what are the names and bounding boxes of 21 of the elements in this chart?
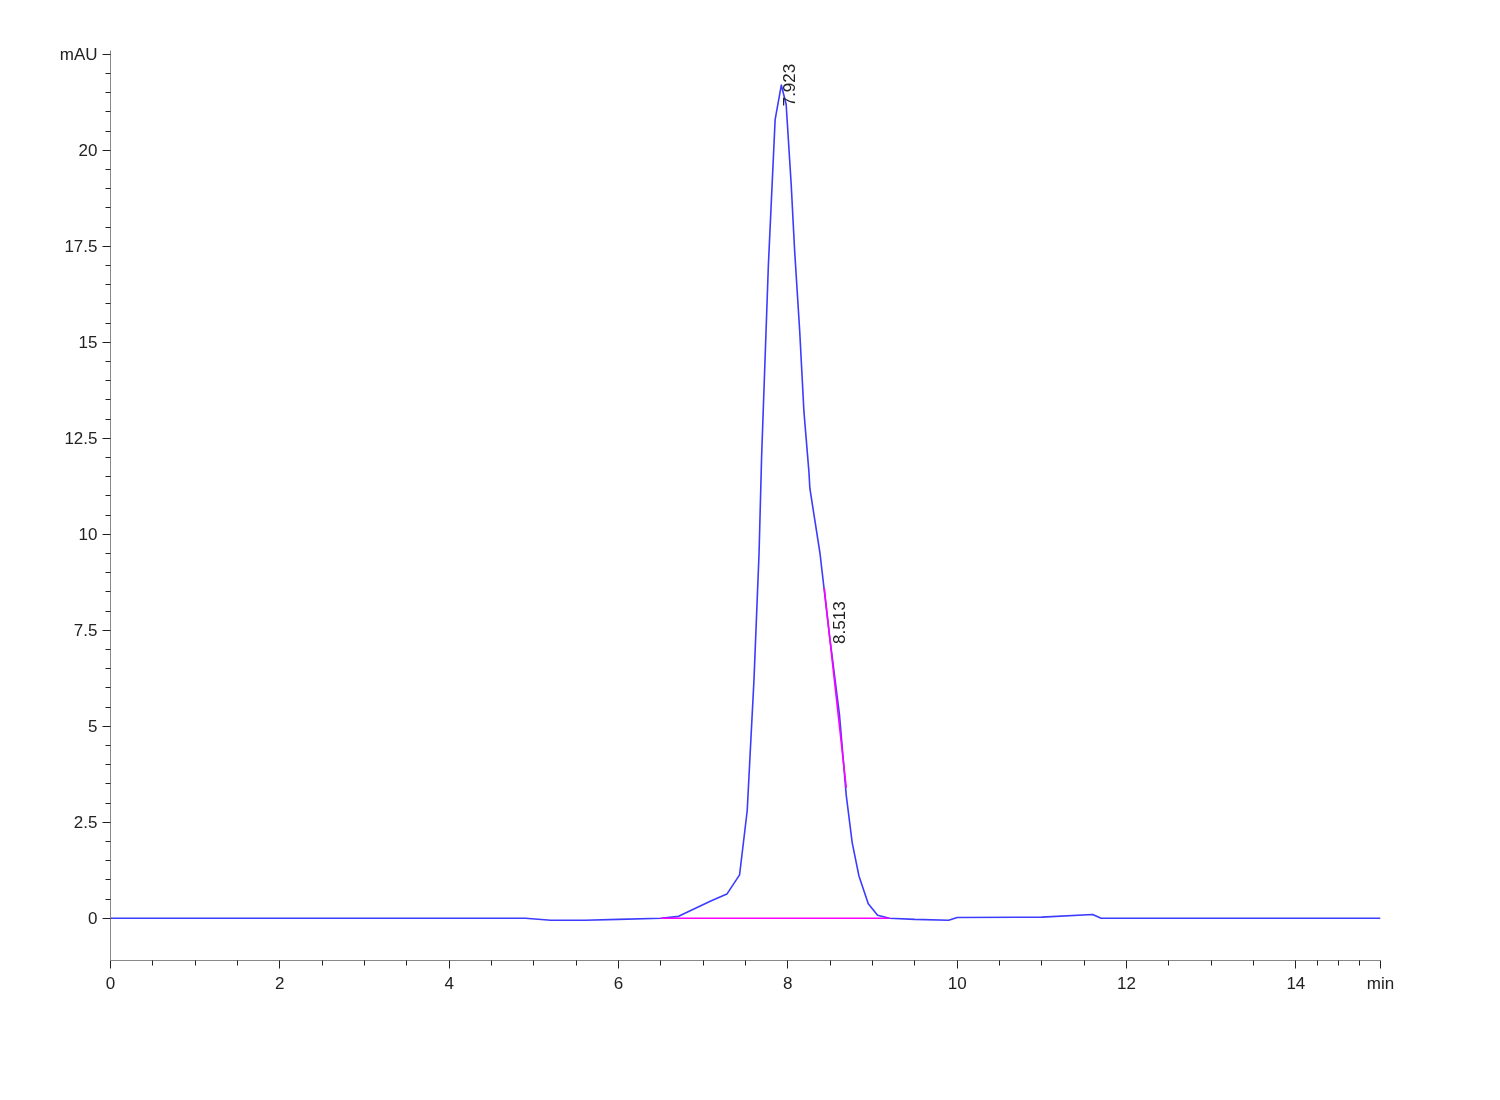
x-tick-label: 14 — [1286, 973, 1306, 993]
y-tick-label: 17.5 — [64, 236, 98, 256]
x-tick-label: 10 — [947, 973, 967, 993]
y-tick-label: 12.5 — [64, 428, 98, 448]
y-tick-label: mAU — [59, 44, 98, 64]
x-tick-label: 2 — [275, 973, 285, 993]
y-tick-label: 15 — [78, 332, 98, 352]
y-tick-label: 0 — [88, 908, 98, 928]
y-tick-label: 5 — [88, 716, 98, 736]
annotation: 7.923 — [780, 63, 800, 107]
x-tick-label: 6 — [613, 973, 624, 993]
y-tick-label: 2.5 — [73, 812, 98, 832]
x-tick-label: min — [1366, 973, 1395, 993]
y-tick-label: 7.5 — [73, 620, 98, 640]
x-tick-label: 4 — [444, 973, 454, 993]
y-tick-label: 10 — [78, 524, 98, 544]
y-tick-label: 20 — [78, 140, 98, 160]
x-tick-label: 0 — [105, 973, 116, 993]
x-tick-label: 8 — [783, 973, 793, 993]
x-tick-label: 12 — [1117, 973, 1136, 993]
annotation: 8.513 — [830, 601, 850, 644]
